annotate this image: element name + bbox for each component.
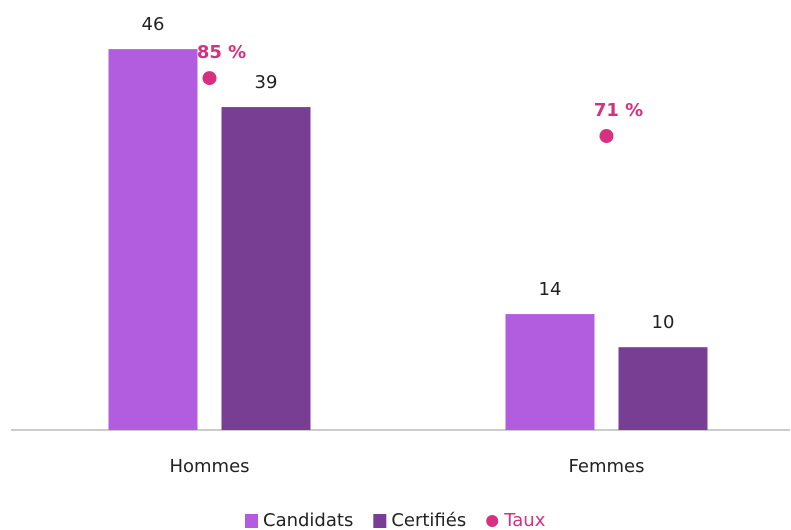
x-tick-label: Hommes xyxy=(169,456,249,477)
legend-marker xyxy=(245,514,258,528)
legend-marker xyxy=(373,514,387,528)
bar-value-label: 14 xyxy=(539,279,562,300)
bar xyxy=(108,49,198,431)
legend-marker xyxy=(486,515,499,527)
rate-dot xyxy=(202,71,217,86)
bar-value-label: 39 xyxy=(255,72,278,93)
bar xyxy=(221,107,311,430)
legend-label: Candidats xyxy=(263,510,353,530)
bar xyxy=(618,347,708,430)
legend-label: Taux xyxy=(503,510,545,530)
bar xyxy=(505,314,595,430)
rate-label: 71 % xyxy=(594,100,643,121)
bar-value-label: 46 xyxy=(142,14,165,35)
rate-label: 85 % xyxy=(197,42,246,63)
bar-value-label: 10 xyxy=(652,312,675,333)
legend-label: Certifiés xyxy=(391,510,466,530)
rate-dot xyxy=(599,129,614,144)
x-tick-label: Femmes xyxy=(569,456,645,477)
